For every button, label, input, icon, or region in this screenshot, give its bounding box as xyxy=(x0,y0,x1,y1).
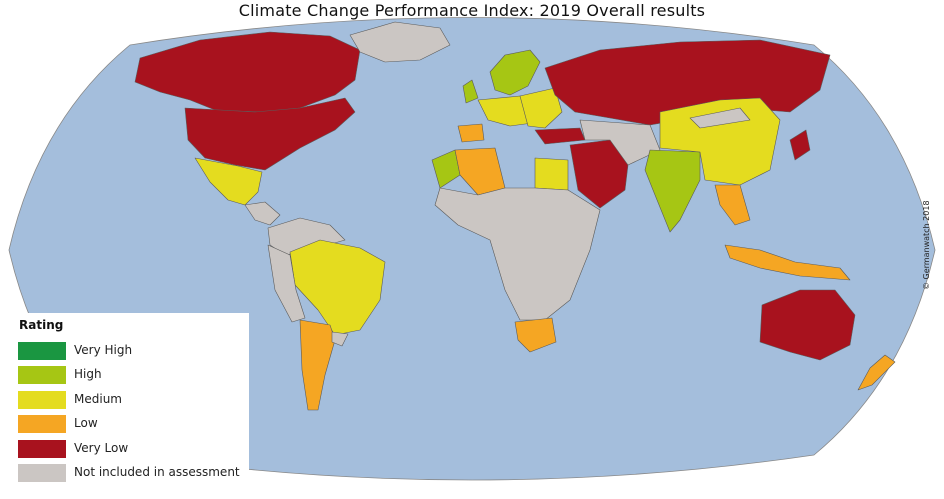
region-central-asia xyxy=(579,119,661,166)
region-argentina xyxy=(299,319,336,411)
legend-swatch xyxy=(18,342,66,360)
legend-swatch xyxy=(18,415,66,433)
region-africa xyxy=(434,187,601,321)
region-mexico xyxy=(194,157,263,206)
region-brazil xyxy=(289,239,386,336)
legend-label: Not included in assessment xyxy=(74,465,240,479)
map-title: Climate Change Performance Index: 2019 O… xyxy=(238,1,706,20)
region-canada xyxy=(134,31,361,113)
legend-label: High xyxy=(74,367,102,381)
region-spain xyxy=(457,123,485,143)
region-uruguay xyxy=(331,331,349,347)
region-central-america xyxy=(244,201,281,226)
region-new-zealand xyxy=(857,354,896,391)
legend-swatch xyxy=(18,391,66,409)
legend-swatch xyxy=(18,464,66,482)
region-eastern-europe xyxy=(519,87,563,129)
legend-title: Rating xyxy=(19,318,64,332)
legend: Rating Very High High Medium Low Very Lo… xyxy=(12,313,249,487)
region-usa xyxy=(184,97,356,171)
region-greenland xyxy=(349,21,451,63)
legend-label: Medium xyxy=(74,392,122,406)
region-indonesia xyxy=(724,244,851,281)
region-scandinavia xyxy=(489,49,541,96)
legend-swatch xyxy=(18,366,66,384)
region-mongolia xyxy=(689,107,751,129)
region-australia xyxy=(759,289,856,361)
region-egypt xyxy=(534,157,569,191)
region-andes xyxy=(267,244,306,323)
region-uk xyxy=(462,79,479,104)
legend-swatch xyxy=(18,440,66,458)
region-south-africa xyxy=(514,317,557,353)
legend-label: Very High xyxy=(74,343,133,357)
legend-label: Very Low xyxy=(74,441,129,455)
region-southeast-asia xyxy=(714,184,751,226)
region-japan xyxy=(789,129,811,161)
legend-label: Low xyxy=(74,416,98,430)
credit-text: © Germanwatch 2018 xyxy=(922,200,931,290)
region-india xyxy=(644,149,701,233)
